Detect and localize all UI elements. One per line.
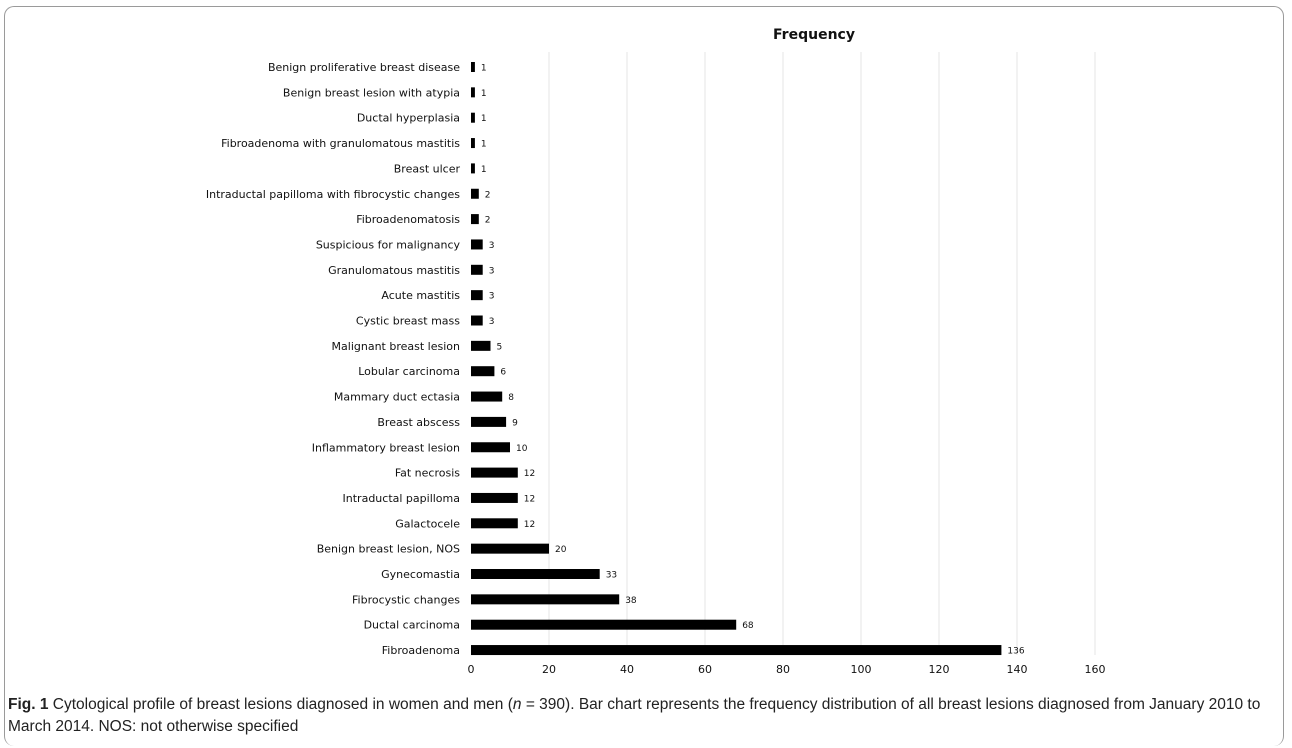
x-tick-label: 40	[620, 663, 634, 676]
gridlines	[548, 52, 1096, 655]
value-label: 6	[500, 368, 506, 378]
chart-title: Frequency	[773, 27, 855, 43]
bar	[471, 163, 475, 174]
category-label: Breast abscess	[377, 416, 460, 429]
bar	[471, 315, 483, 326]
x-tick-label: 160	[1085, 663, 1106, 676]
bars	[471, 62, 1002, 656]
value-label: 1	[481, 64, 487, 74]
bar	[471, 518, 518, 529]
bar	[471, 138, 475, 149]
value-label: 12	[524, 494, 535, 504]
category-label: Granulomatous mastitis	[328, 264, 460, 277]
bar	[471, 391, 503, 402]
x-tick-labels: 0 20 40 60 80 100 120 140 160	[468, 663, 1106, 676]
category-label: Malignant breast lesion	[332, 340, 460, 353]
x-tick-label: 120	[929, 663, 950, 676]
x-tick-label: 80	[776, 663, 790, 676]
category-labels: Benign proliferative breast disease Benig…	[206, 61, 461, 657]
category-label: Intraductal papilloma with fibrocystic c…	[206, 188, 460, 201]
bar-chart: Frequency Benign proliferative breast di…	[206, 27, 1106, 676]
value-label: 3	[489, 241, 495, 251]
category-label: Inflammatory breast lesion	[312, 441, 460, 454]
value-label: 20	[555, 545, 567, 555]
x-tick-label: 140	[1007, 663, 1028, 676]
bar	[471, 467, 518, 478]
category-label: Fibroadenomatosis	[356, 213, 460, 226]
caption-text-2: = 390). Bar chart represents the frequen…	[8, 696, 1261, 735]
category-label: Lobular carcinoma	[358, 365, 460, 378]
value-label: 9	[512, 418, 518, 428]
bar	[471, 290, 483, 301]
bar	[471, 239, 483, 250]
value-label: 3	[489, 266, 495, 276]
category-label: Benign proliferative breast disease	[268, 61, 460, 74]
bar	[471, 645, 1002, 656]
caption-n-symbol: n	[512, 696, 522, 713]
bar	[471, 62, 475, 72]
value-label: 10	[516, 444, 528, 454]
value-label: 3	[489, 292, 495, 302]
category-label: Ductal carcinoma	[364, 619, 460, 632]
value-label: 2	[485, 190, 491, 200]
bar	[471, 112, 475, 123]
bar	[471, 569, 600, 579]
category-label: Benign breast lesion, NOS	[317, 543, 460, 556]
value-label: 2	[485, 216, 491, 226]
category-label: Intraductal papilloma	[343, 492, 460, 505]
bar	[471, 619, 737, 630]
x-tick-label: 0	[468, 663, 475, 676]
category-label: Acute mastitis	[381, 289, 460, 302]
value-label: 1	[481, 140, 487, 150]
category-label: Fibroadenoma	[382, 644, 460, 657]
bar	[471, 264, 483, 275]
category-label: Mammary duct ectasia	[334, 391, 460, 404]
x-tick-label: 60	[698, 663, 712, 676]
value-label: 1	[481, 114, 487, 124]
category-label: Galactocele	[395, 517, 460, 530]
value-label: 12	[524, 520, 535, 530]
bar	[471, 366, 495, 377]
value-label: 38	[625, 596, 637, 606]
value-label: 12	[524, 469, 535, 479]
value-label: 3	[489, 317, 495, 327]
category-label: Ductal hyperplasia	[357, 112, 460, 125]
caption-text-1: Cytological profile of breast lesions di…	[48, 696, 513, 713]
x-tick-label: 100	[851, 663, 872, 676]
category-label: Fat necrosis	[395, 467, 460, 480]
bar	[471, 340, 491, 351]
value-label: 33	[606, 571, 617, 581]
bar	[471, 416, 507, 427]
figure-frame	[4, 6, 1284, 746]
category-label: Suspicious for malignancy	[316, 238, 461, 251]
category-label: Fibrocystic changes	[352, 593, 460, 606]
value-label: 136	[1007, 647, 1024, 657]
figure-caption: Fig. 1 Cytological profile of breast les…	[8, 694, 1278, 738]
category-label: Gynecomastia	[381, 568, 460, 581]
bar	[471, 442, 510, 453]
value-label: 1	[481, 89, 487, 99]
figure-label: Fig. 1	[8, 696, 49, 713]
category-label: Fibroadenoma with granulomatous mastitis	[221, 137, 460, 150]
value-label: 68	[742, 621, 754, 631]
value-label: 5	[497, 342, 503, 352]
value-label: 1	[481, 165, 487, 175]
bar	[471, 492, 518, 503]
category-label: Breast ulcer	[394, 162, 461, 175]
bar	[471, 188, 479, 199]
bar	[471, 594, 620, 605]
x-tick-label: 20	[542, 663, 556, 676]
bar	[471, 87, 475, 98]
bar	[471, 543, 549, 554]
category-label: Benign breast lesion with atypia	[283, 86, 460, 99]
category-label: Cystic breast mass	[356, 315, 460, 328]
bar	[471, 214, 479, 225]
value-label: 8	[508, 393, 514, 403]
